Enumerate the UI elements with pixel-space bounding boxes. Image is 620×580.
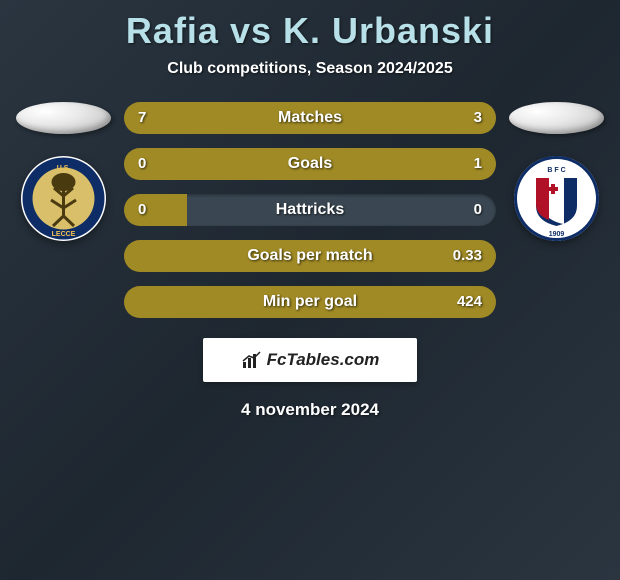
brand-footer[interactable]: FcTables.com: [203, 338, 417, 382]
comparison-card: Rafia vs K. Urbanski Club competitions, …: [0, 0, 620, 420]
brand-text: FcTables.com: [267, 350, 380, 370]
stat-label: Min per goal: [124, 286, 496, 318]
stat-value-right: 0.33: [453, 240, 482, 272]
stat-value-right: 3: [474, 102, 482, 134]
subtitle: Club competitions, Season 2024/2025: [0, 60, 620, 78]
stat-label: Goals: [124, 148, 496, 180]
svg-text:LECCE: LECCE: [52, 231, 76, 238]
stat-row: Min per goal424: [124, 286, 496, 318]
player-right-portrait-placeholder: [509, 102, 604, 134]
svg-text:1909: 1909: [549, 231, 565, 238]
stat-row: Matches7 3: [124, 102, 496, 134]
stat-value-right: 424: [457, 286, 482, 318]
stat-value-left: 0: [138, 194, 146, 226]
stat-row: Hattricks0 0: [124, 194, 496, 226]
stat-label: Matches: [124, 102, 496, 134]
player-left-portrait-placeholder: [16, 102, 111, 134]
main-layout: U.S. LECCE Matches73Goals01Hattricks00Go…: [0, 102, 620, 318]
stat-value-right: 0: [474, 194, 482, 226]
stat-row: Goals per match0.33: [124, 240, 496, 272]
left-side: U.S. LECCE: [11, 102, 116, 241]
stat-value-left: 7: [138, 102, 146, 134]
lecce-crest-icon: U.S. LECCE: [21, 156, 106, 241]
svg-text:B F C: B F C: [547, 167, 565, 174]
team-right-crest: B F C 1909: [514, 156, 599, 241]
stat-value-left: 0: [138, 148, 146, 180]
bologna-crest-icon: B F C 1909: [514, 156, 599, 241]
stat-row: Goals0 1: [124, 148, 496, 180]
stat-label: Goals per match: [124, 240, 496, 272]
page-title: Rafia vs K. Urbanski: [0, 10, 620, 52]
stat-bars: Matches73Goals01Hattricks00Goals per mat…: [124, 102, 496, 318]
right-side: B F C 1909: [504, 102, 609, 241]
stat-value-right: 1: [474, 148, 482, 180]
svg-text:U.S.: U.S.: [57, 165, 71, 172]
team-left-crest: U.S. LECCE: [21, 156, 106, 241]
fctables-chart-icon: [241, 350, 263, 370]
date-text: 4 november 2024: [0, 400, 620, 420]
stat-label: Hattricks: [124, 194, 496, 226]
